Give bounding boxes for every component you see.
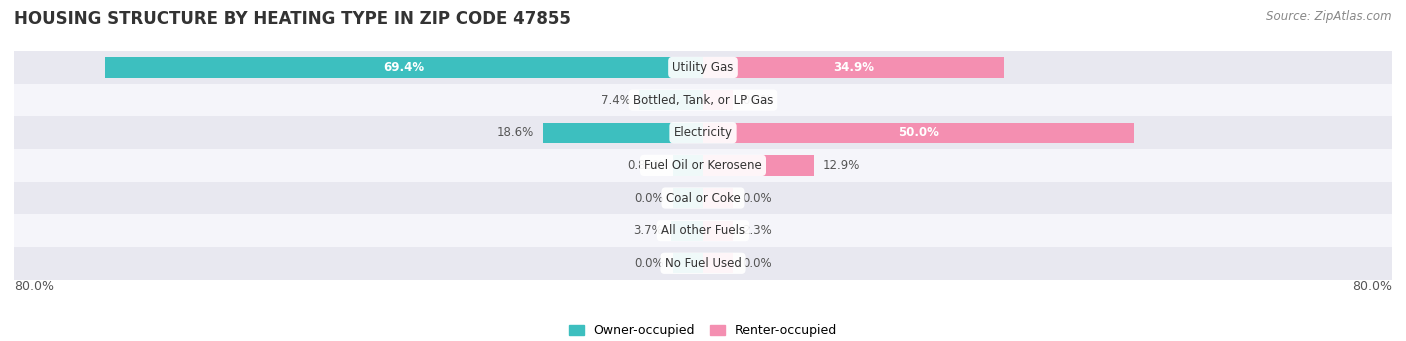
Text: Fuel Oil or Kerosene: Fuel Oil or Kerosene <box>644 159 762 172</box>
Bar <box>14 214 1392 247</box>
Text: 18.6%: 18.6% <box>496 126 534 139</box>
Text: 34.9%: 34.9% <box>832 61 873 74</box>
Text: 0.83%: 0.83% <box>627 159 664 172</box>
Text: Coal or Coke: Coal or Coke <box>665 192 741 205</box>
Bar <box>671 221 703 241</box>
Bar <box>14 51 1392 84</box>
Bar <box>14 84 1392 116</box>
Text: Utility Gas: Utility Gas <box>672 61 734 74</box>
Text: 3.7%: 3.7% <box>633 224 662 237</box>
Text: 50.0%: 50.0% <box>898 126 939 139</box>
Text: HOUSING STRUCTURE BY HEATING TYPE IN ZIP CODE 47855: HOUSING STRUCTURE BY HEATING TYPE IN ZIP… <box>14 10 571 28</box>
Bar <box>640 90 703 110</box>
Bar <box>543 123 703 143</box>
Bar <box>14 182 1392 214</box>
Text: 2.3%: 2.3% <box>742 224 772 237</box>
Text: 7.4%: 7.4% <box>600 94 631 107</box>
Text: All other Fuels: All other Fuels <box>661 224 745 237</box>
Text: 0.0%: 0.0% <box>634 257 664 270</box>
Text: 69.4%: 69.4% <box>384 61 425 74</box>
Text: 80.0%: 80.0% <box>14 280 53 293</box>
Text: 0.0%: 0.0% <box>634 192 664 205</box>
Bar <box>14 116 1392 149</box>
Bar <box>673 155 703 176</box>
Bar <box>14 247 1392 280</box>
Bar <box>703 188 733 208</box>
Text: 80.0%: 80.0% <box>1353 280 1392 293</box>
Bar <box>703 221 733 241</box>
Legend: Owner-occupied, Renter-occupied: Owner-occupied, Renter-occupied <box>568 324 838 337</box>
Text: 12.9%: 12.9% <box>823 159 860 172</box>
Text: 0.0%: 0.0% <box>742 257 772 270</box>
Text: 0.0%: 0.0% <box>742 192 772 205</box>
Text: Bottled, Tank, or LP Gas: Bottled, Tank, or LP Gas <box>633 94 773 107</box>
Bar <box>105 57 703 78</box>
Text: Source: ZipAtlas.com: Source: ZipAtlas.com <box>1267 10 1392 23</box>
Bar <box>703 123 1133 143</box>
Text: 0.0%: 0.0% <box>742 94 772 107</box>
Bar <box>673 188 703 208</box>
Text: No Fuel Used: No Fuel Used <box>665 257 741 270</box>
Bar <box>673 253 703 273</box>
Bar <box>703 90 733 110</box>
Bar <box>14 149 1392 182</box>
Bar <box>703 57 1004 78</box>
Bar <box>703 253 733 273</box>
Text: Electricity: Electricity <box>673 126 733 139</box>
Bar <box>703 155 814 176</box>
